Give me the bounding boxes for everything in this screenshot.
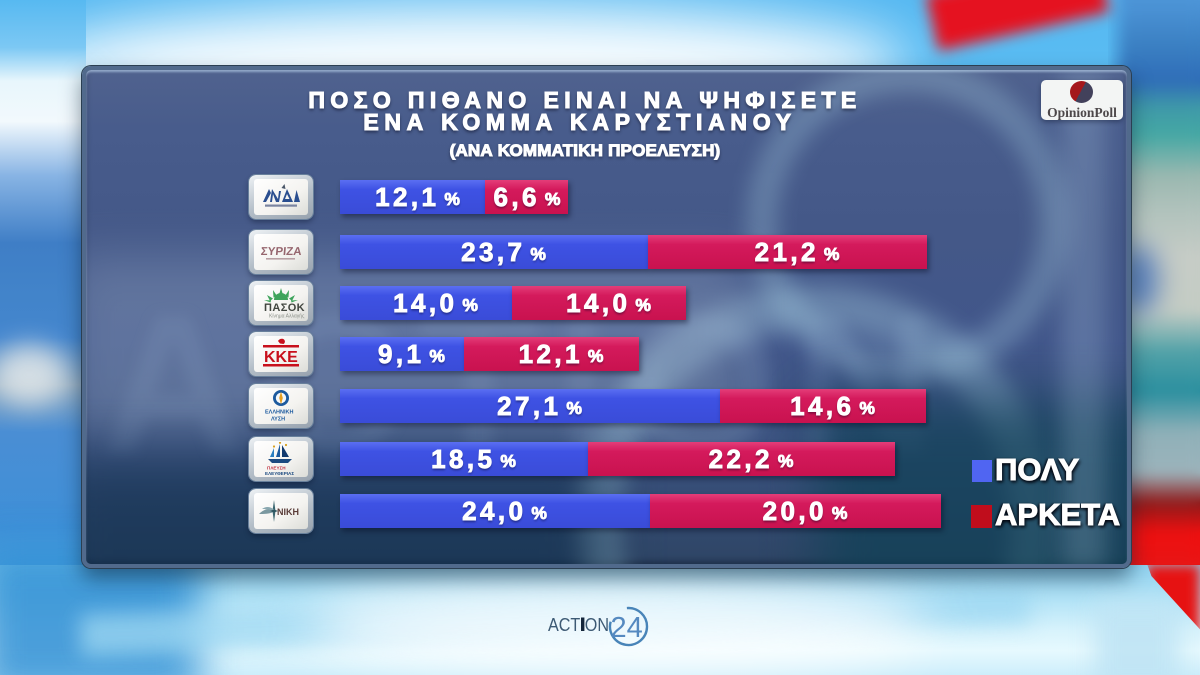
svg-text:Κίνημα Αλλαγής: Κίνημα Αλλαγής xyxy=(269,313,305,320)
svg-text:ΛΥΣΗ: ΛΥΣΗ xyxy=(271,417,285,423)
svg-text:ACTION: ACTION xyxy=(548,615,609,635)
svg-text:ΠΑΣΟΚ: ΠΑΣΟΚ xyxy=(264,302,305,314)
svg-text:ΕΛΛΗΝΙΚΗ: ΕΛΛΗΝΙΚΗ xyxy=(265,410,293,416)
svg-text:24: 24 xyxy=(611,612,643,644)
svg-text:ΝΙΚΗ: ΝΙΚΗ xyxy=(277,507,299,517)
svg-text:ΠΛΕΥΣΗ: ΠΛΕΥΣΗ xyxy=(267,466,286,471)
svg-text:ΣΥΡΙΖΑ: ΣΥΡΙΖΑ xyxy=(260,246,302,258)
svg-text:KKE: KKE xyxy=(264,349,298,366)
svg-text:ΕΛΕΥΘΕΡΙΑΣ: ΕΛΕΥΘΕΡΙΑΣ xyxy=(265,471,294,476)
